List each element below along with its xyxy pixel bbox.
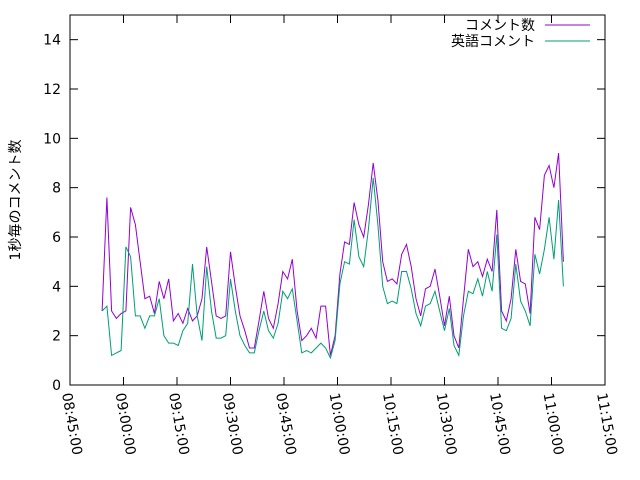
plot-border bbox=[69, 14, 606, 386]
x-tick-label: 11:00:00 bbox=[540, 392, 567, 457]
x-tick-label: 11:15:00 bbox=[593, 392, 620, 457]
x-tick-label: 09:00:00 bbox=[112, 392, 139, 457]
y-tick-label: 2 bbox=[52, 329, 61, 345]
y-tick-label: 10 bbox=[43, 131, 61, 147]
x-tick-label: 10:00:00 bbox=[326, 392, 353, 457]
series-line bbox=[101, 177, 564, 360]
x-tick-label: 10:45:00 bbox=[486, 392, 513, 457]
x-tick-label: 10:30:00 bbox=[433, 392, 460, 457]
y-tick-label: 0 bbox=[52, 378, 61, 394]
y-tick-label: 4 bbox=[52, 279, 61, 295]
x-tick-label: 09:30:00 bbox=[219, 392, 246, 457]
y-tick-label: 6 bbox=[52, 230, 61, 246]
y-axis-title: 1秒毎のコメント数 bbox=[8, 140, 24, 261]
series-line bbox=[101, 153, 564, 356]
y-tick-label: 12 bbox=[43, 82, 61, 98]
x-tick-label: 10:15:00 bbox=[379, 392, 406, 457]
y-tick-label: 14 bbox=[43, 33, 61, 49]
legend-label: 英語コメント bbox=[451, 33, 535, 50]
x-tick-label: 09:15:00 bbox=[165, 392, 192, 457]
y-tick-label: 8 bbox=[52, 181, 61, 197]
legend-label: コメント数 bbox=[465, 18, 535, 34]
x-tick-label: 08:45:00 bbox=[58, 392, 85, 457]
x-tick-label: 09:45:00 bbox=[272, 392, 299, 457]
